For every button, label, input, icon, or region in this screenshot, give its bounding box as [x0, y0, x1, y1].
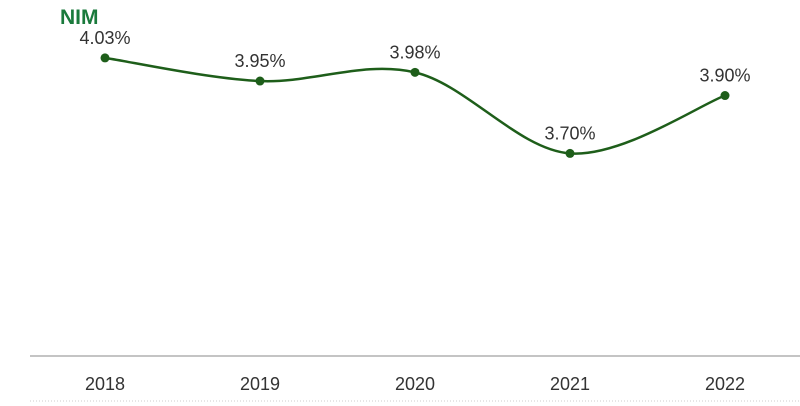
x-tick-label: 2022: [705, 374, 745, 394]
data-label: 3.90%: [699, 66, 750, 86]
label-layer: 2018 2019 2020 2021 2022 4.03% 3.95% 3.98% 3.70%…: [79, 28, 750, 394]
x-tick-label: 2021: [550, 374, 590, 394]
data-point: [255, 76, 265, 86]
data-point: [720, 91, 730, 101]
data-point: [565, 148, 575, 158]
data-label: 3.70%: [544, 123, 595, 143]
series-layer: [100, 53, 730, 158]
x-tick-label: 2020: [395, 374, 435, 394]
axis-layer: [30, 355, 800, 402]
data-point: [100, 53, 110, 63]
data-label: 3.95%: [234, 51, 285, 71]
data-point: [410, 67, 420, 77]
data-label: 4.03%: [79, 28, 130, 48]
x-tick-label: 2019: [240, 374, 280, 394]
data-label: 3.98%: [389, 42, 440, 62]
x-tick-label: 2018: [85, 374, 125, 394]
chart-title: NIM: [60, 6, 99, 29]
